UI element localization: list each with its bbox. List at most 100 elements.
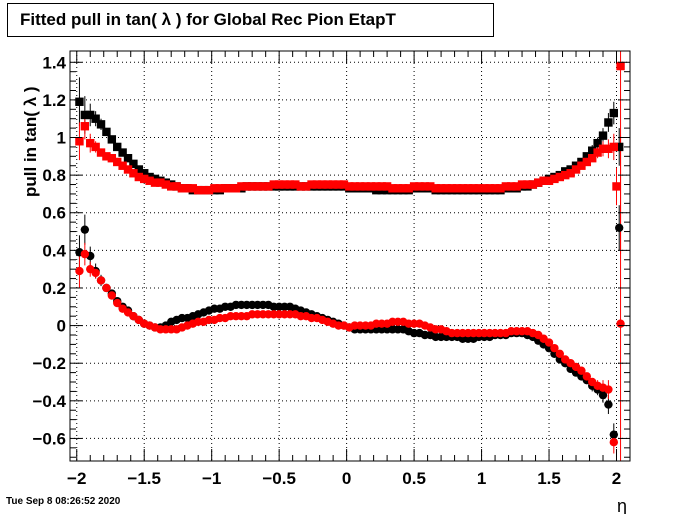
data-point [107,135,117,144]
data-point [598,390,608,400]
data-point [177,184,187,193]
data-point [582,152,592,161]
data-point [86,138,95,148]
timestamp: Tue Sep 8 08:26:52 2020 [6,496,121,507]
data-point [86,110,95,120]
y-tick-label: −0.2 [32,354,66,373]
data-point [167,182,176,191]
data-point [361,182,370,191]
data-point [91,114,100,123]
data-point [75,137,84,146]
data-point [604,144,613,153]
data-point [118,161,127,170]
data-point [199,185,208,195]
x-tick-label: −1.5 [127,469,161,488]
data-point [323,180,332,189]
data-point [204,185,214,195]
data-point [220,184,230,193]
data-point [528,180,538,189]
data-point [269,180,278,189]
data-point [134,172,144,182]
data-point [118,148,127,157]
data-point [107,154,117,163]
data-point [129,159,138,169]
x-tick-label: −2 [67,469,86,488]
data-point [210,184,219,193]
data-point [134,165,144,174]
data-point [247,182,257,191]
data-point [372,182,381,191]
data-point [593,148,602,157]
data-point [582,157,592,167]
data-point [420,182,430,191]
data-point [598,144,608,153]
data-point [96,276,106,285]
data-point [382,182,392,191]
data-point [188,184,197,193]
data-point [318,180,327,189]
y-tick-label: 0 [57,317,66,336]
data-point [258,182,268,191]
x-tick-label: 0 [342,469,351,488]
data-point [242,182,251,191]
data-point [616,61,625,71]
data-point [453,184,462,193]
data-point [334,180,343,189]
y-tick-label: 0.2 [42,279,66,298]
data-point [534,178,543,187]
data-point [463,184,473,193]
data-point [458,184,467,193]
data-point [612,182,621,191]
data-point [350,182,359,191]
data-point [577,366,586,375]
data-point [123,165,133,174]
data-point [156,178,165,187]
grid-lines [70,51,630,461]
data-point [393,184,403,193]
data-point [609,430,619,439]
data-point [91,268,100,278]
x-tick-label: 0.5 [402,469,426,488]
data-point [399,184,408,193]
data-point [431,184,440,193]
data-point [193,185,203,195]
data-point [604,400,613,409]
data-point [507,182,516,191]
data-point [426,182,435,191]
x-tick-label: −1 [202,469,221,488]
data-point [609,437,619,447]
y-tick-label: 0.4 [42,241,66,260]
data-point [274,180,284,189]
y-tick-label: −0.4 [32,392,66,411]
data-point [609,108,619,118]
data-point [550,343,559,353]
data-point [523,180,532,189]
data-point [80,249,90,259]
data-point [80,225,90,234]
data-point [264,182,273,191]
data-point [388,184,397,193]
chart-title-text: Fitted pull in tan( λ ) for Global Rec P… [20,10,396,29]
data-point [615,142,624,152]
data-point [307,180,316,189]
data-point [366,182,376,191]
data-point [616,319,625,328]
data-point [123,154,133,163]
data-point [588,146,597,155]
data-point [517,180,527,189]
data-point [301,182,311,191]
y-axis-label: pull in tan( λ ) [21,87,40,198]
data-point [231,184,241,193]
tick-labels: −2 −1.5 −1 −0.5 0 0.5 1 1.5 2 −0.6 −0.4 −0.2 0 0.2 0.4… [32,53,621,488]
data-point [296,182,305,191]
data-point [555,349,565,358]
data-point [355,182,365,191]
y-tick-label: −0.6 [32,429,66,448]
data-point [604,118,613,127]
data-point [183,184,192,193]
data-point [496,184,505,193]
data-point [75,266,84,276]
y-tick-label: 1.2 [42,91,66,110]
x-axis-label: η [617,496,627,514]
